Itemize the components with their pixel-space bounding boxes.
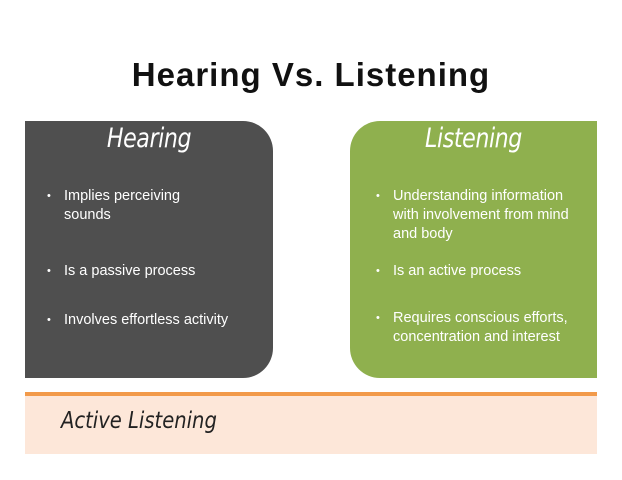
bullet-icon: • xyxy=(47,190,51,202)
listening-point-text: Understanding information with involveme… xyxy=(393,188,569,242)
listening-point-text: Requires conscious efforts, concentratio… xyxy=(393,310,568,345)
hearing-point: • Involves effortless activity xyxy=(47,311,264,330)
bullet-icon: • xyxy=(376,265,380,277)
slide-title: Hearing Vs. Listening xyxy=(131,56,491,93)
listening-point: • Is an active process xyxy=(376,262,593,281)
listening-point-text: Is an active process xyxy=(393,263,522,279)
hearing-point-text: Involves effortless activity xyxy=(64,312,229,328)
listening-heading: Listening xyxy=(425,123,522,154)
active-listening-band: Active Listening xyxy=(25,392,597,454)
hearing-point-text: Implies perceiving sounds xyxy=(64,188,181,223)
listening-panel: Listening • Understanding information wi… xyxy=(350,121,597,378)
hearing-panel: Hearing • Implies perceiving sounds • Is… xyxy=(25,121,273,378)
hearing-point: • Implies perceiving sounds xyxy=(47,187,264,225)
active-listening-label: Active Listening xyxy=(61,408,217,434)
bullet-icon: • xyxy=(47,314,51,326)
hearing-point-text: Is a passive process xyxy=(64,263,196,279)
listening-point: • Requires conscious efforts, concentrat… xyxy=(376,309,593,347)
bullet-icon: • xyxy=(376,190,380,202)
hearing-point: • Is a passive process xyxy=(47,262,264,281)
listening-point: • Understanding information with involve… xyxy=(376,187,593,244)
bullet-icon: • xyxy=(47,265,51,277)
hearing-heading: Hearing xyxy=(106,123,192,154)
bullet-icon: • xyxy=(376,312,380,324)
